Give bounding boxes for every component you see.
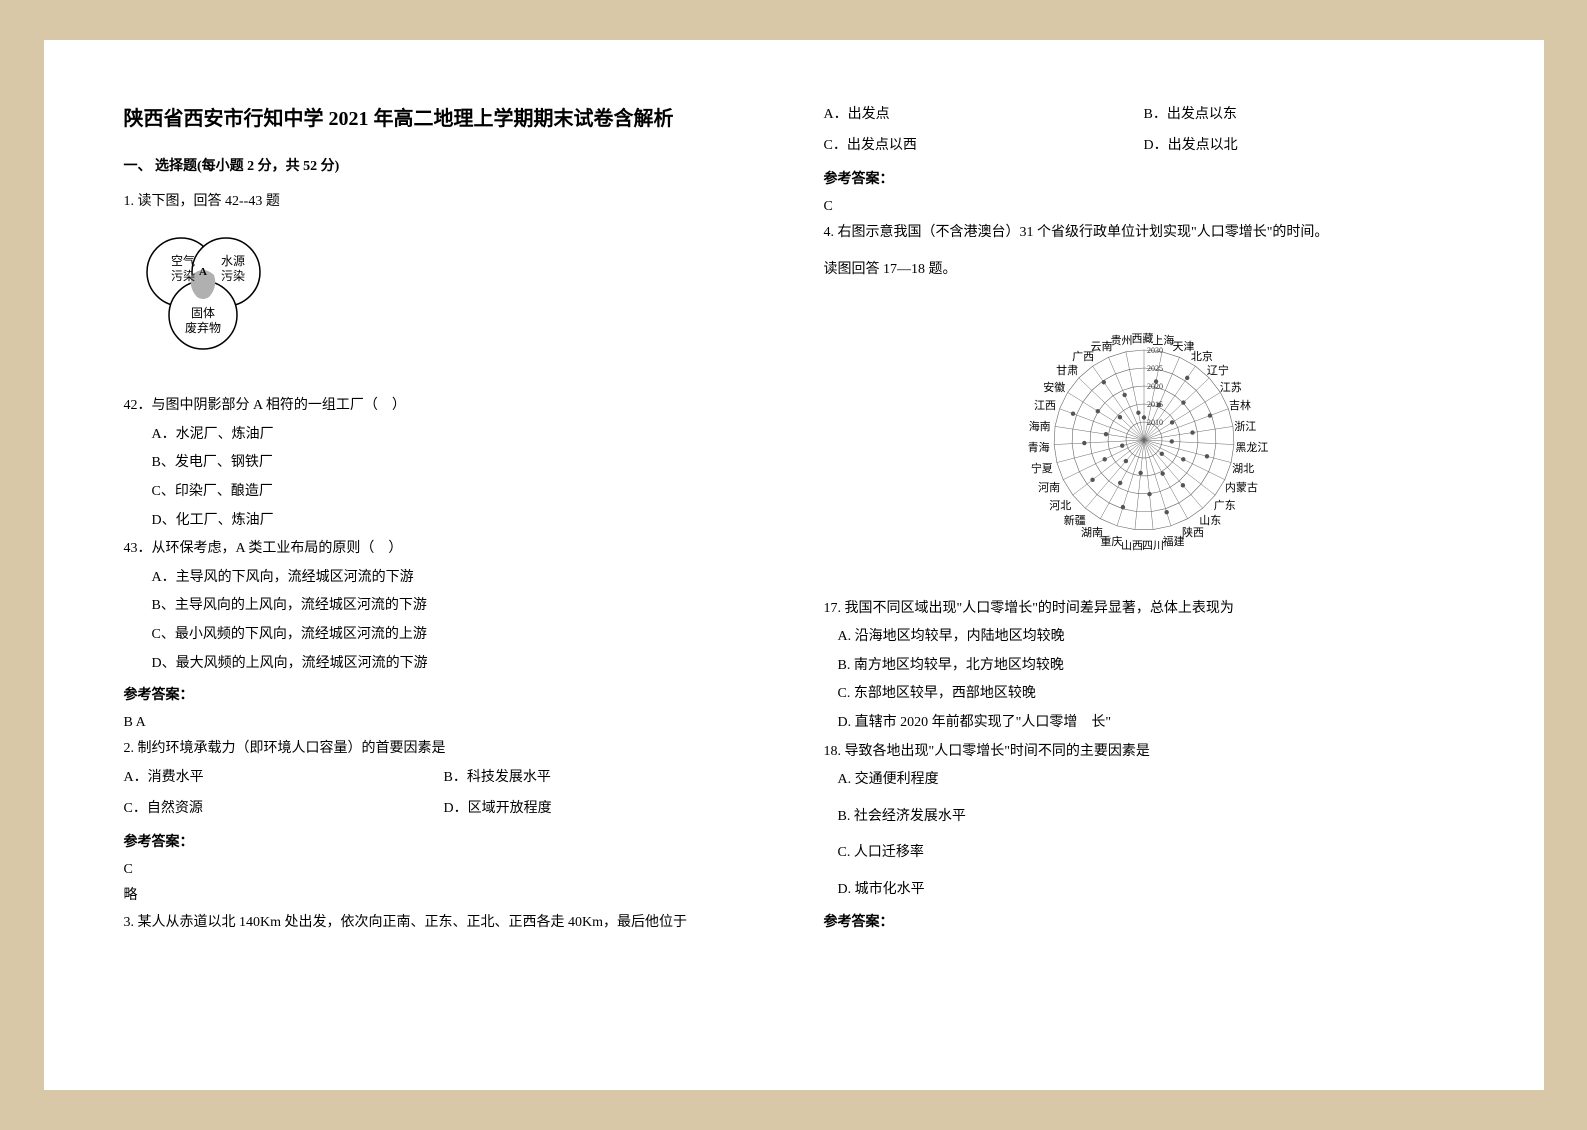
q1-answer-label: 参考答案：	[124, 683, 764, 710]
right-column: A．出发点 B．出发点以东 C．出发点以西 D．出发点以北 参考答案： C 4.…	[824, 100, 1464, 1030]
venn-center-label: A	[199, 266, 207, 278]
venn-bottom-label-2: 废弃物	[185, 320, 221, 335]
q18-options: A. 交通便利程度 B. 社会经济发展水平 C. 人口迁移率 D. 城市化水平	[824, 767, 1464, 903]
svg-text:2020: 2020	[1147, 382, 1163, 391]
q2-answer: C	[124, 857, 764, 884]
q2-opt-c: C．自然资源	[124, 794, 444, 825]
exam-page: 陕西省西安市行知中学 2021 年高二地理上学期期末试卷含解析 一、 选择题(每…	[44, 40, 1544, 1090]
radar-province-label: 黑龙江	[1235, 438, 1268, 459]
q2-opt-b: B．科技发展水平	[444, 763, 764, 794]
q2-note: 略	[124, 883, 764, 910]
radar-province-label: 湖北	[1232, 459, 1254, 480]
radar-province-label: 西藏	[1132, 329, 1154, 350]
q43-opt-c: C、最小风频的下风向，流经城区河流的上游	[152, 622, 764, 649]
q18-opt-c: C. 人口迁移率	[838, 840, 1464, 867]
q1-answer: B A	[124, 710, 764, 737]
q2-options: A．消费水平 B．科技发展水平 C．自然资源 D．区域开放程度	[124, 763, 764, 824]
svg-text:2025: 2025	[1147, 364, 1163, 373]
radar-province-label: 福建	[1163, 532, 1185, 553]
radar-province-label: 云南	[1090, 337, 1112, 358]
radar-province-label: 四川	[1142, 536, 1164, 557]
q3-opt-d: D．出发点以北	[1144, 131, 1464, 162]
exam-title: 陕西省西安市行知中学 2021 年高二地理上学期期末试卷含解析	[124, 100, 764, 138]
radar-province-label: 山西	[1121, 536, 1143, 557]
left-column: 陕西省西安市行知中学 2021 年高二地理上学期期末试卷含解析 一、 选择题(每…	[124, 100, 764, 1030]
q18-opt-a: A. 交通便利程度	[838, 767, 1464, 794]
venn-right-label-1: 水源	[221, 254, 245, 268]
q3-opt-c: C．出发点以西	[824, 131, 1144, 162]
q18-opt-d: D. 城市化水平	[838, 877, 1464, 904]
q17-opt-a: A. 沿海地区均较早，内陆地区均较晚	[838, 624, 1464, 651]
radar-province-label: 贵州	[1111, 331, 1133, 352]
q4-answer-label: 参考答案：	[824, 910, 1464, 937]
radar-province-label: 吉林	[1229, 396, 1251, 417]
q18-stem: 18. 导致各地出现"人口零增长"时间不同的主要因素是	[824, 739, 1464, 766]
q3-stem: 3. 某人从赤道以北 140Km 处出发，依次向正南、正东、正北、正西各走 40…	[124, 910, 764, 937]
radar-province-label: 江西	[1034, 396, 1056, 417]
q2-opt-a: A．消费水平	[124, 763, 444, 794]
q43-opt-d: D、最大风频的上风向，流经城区河流的下游	[152, 651, 764, 678]
q1-stem: 1. 读下图，回答 42--43 题	[124, 189, 764, 216]
q42-stem: 42．与图中阴影部分 A 相符的一组工厂（ ）	[124, 393, 764, 420]
q42-opt-d: D、化工厂、炼油厂	[152, 508, 764, 535]
q17-stem: 17. 我国不同区域出现"人口零增长"的时间差异显著，总体上表现为	[824, 596, 1464, 623]
q3-answer-label: 参考答案：	[824, 167, 1464, 194]
q17-opt-b: B. 南方地区均较早，北方地区均较晚	[838, 653, 1464, 680]
q2-answer-label: 参考答案：	[124, 830, 764, 857]
q42-opt-b: B、发电厂、钢铁厂	[152, 450, 764, 477]
q43-opt-a: A．主导风的下风向，流经城区河流的下游	[152, 565, 764, 592]
q4-sub: 读图回答 17—18 题。	[824, 257, 1464, 284]
q42-options: A．水泥厂、炼油厂 B、发电厂、钢铁厂 C、印染厂、酿造厂 D、化工厂、炼油厂	[124, 422, 764, 534]
radar-province-label: 河北	[1049, 496, 1071, 517]
q43-options: A．主导风的下风向，流经城区河流的下游 B、主导风向的上风向，流经城区河流的下游…	[124, 565, 764, 677]
q2-opt-d: D．区域开放程度	[444, 794, 764, 825]
radar-province-label: 浙江	[1234, 417, 1256, 438]
venn-bottom-label-1: 固体	[191, 306, 215, 320]
radar-province-label: 江苏	[1220, 378, 1242, 399]
venn-right-label-2: 污染	[221, 268, 245, 283]
q3-opt-a: A．出发点	[824, 100, 1144, 131]
q43-opt-b: B、主导风向的上风向，流经城区河流的下游	[152, 593, 764, 620]
q17-options: A. 沿海地区均较早，内陆地区均较晚 B. 南方地区均较早，北方地区均较晚 C.…	[824, 624, 1464, 736]
radar-chart: 20102015202020252030 西藏上海天津北京辽宁江苏吉林浙江黑龙江…	[1004, 300, 1284, 580]
q3-answer: C	[824, 194, 1464, 221]
radar-province-label: 青海	[1028, 438, 1050, 459]
q43-stem: 43．从环保考虑，A 类工业布局的原则（ ）	[124, 536, 764, 563]
q3-options: A．出发点 B．出发点以东 C．出发点以西 D．出发点以北	[824, 100, 1464, 161]
venn-left-label-2: 污染	[171, 268, 195, 283]
venn-left-label-1: 空气	[171, 253, 195, 268]
section-1-header: 一、 选择题(每小题 2 分，共 52 分)	[124, 154, 764, 181]
radar-province-label: 重庆	[1100, 532, 1122, 553]
svg-text:2010: 2010	[1147, 418, 1163, 427]
q17-opt-c: C. 东部地区较早，西部地区较晚	[838, 681, 1464, 708]
radar-province-label: 陕西	[1182, 523, 1204, 544]
radar-province-label: 上海	[1152, 331, 1174, 352]
q42-opt-c: C、印染厂、酿造厂	[152, 479, 764, 506]
q4-stem: 4. 右图示意我国（不含港澳台）31 个省级行政单位计划实现"人口零增长"的时间…	[824, 220, 1464, 247]
venn-diagram: 空气 污染 水源 污染 固体 废弃物 A	[136, 227, 276, 377]
radar-province-label: 海南	[1029, 417, 1051, 438]
q42-opt-a: A．水泥厂、炼油厂	[152, 422, 764, 449]
q2-stem: 2. 制约环境承载力（即环境人口容量）的首要因素是	[124, 736, 764, 763]
q18-opt-b: B. 社会经济发展水平	[838, 804, 1464, 831]
radar-province-label: 宁夏	[1031, 459, 1053, 480]
q3-opt-b: B．出发点以东	[1144, 100, 1464, 131]
q17-opt-d: D. 直辖市 2020 年前都实现了"人口零增 长"	[838, 710, 1464, 737]
radar-province-label: 河南	[1038, 478, 1060, 499]
svg-text:2015: 2015	[1147, 400, 1163, 409]
